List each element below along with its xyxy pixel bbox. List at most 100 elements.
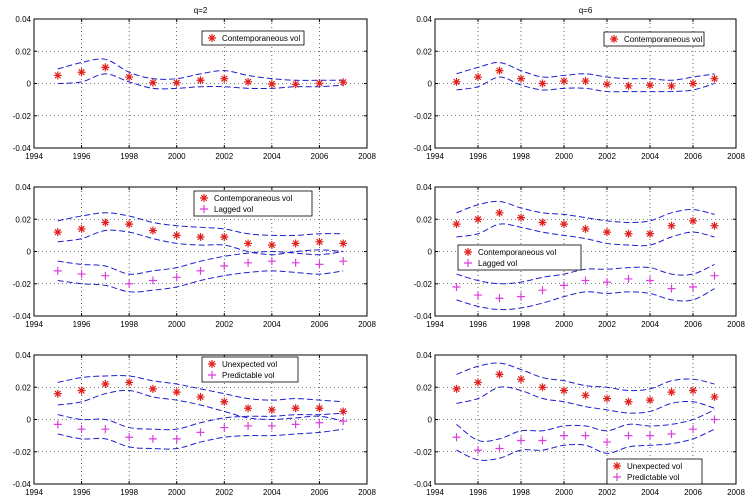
x-tick-label: 1996 — [469, 152, 487, 161]
confidence-band-upper — [57, 58, 344, 81]
legend-star-icon — [613, 462, 621, 470]
chart-panel-6: 1994 1996 1998 2000 2002 2004 2006 2008 -0.04 -0.… — [414, 351, 746, 497]
data-point-plus — [101, 425, 110, 434]
data-point-plus — [517, 436, 525, 445]
data-point-star — [560, 77, 568, 86]
x-tick-label: 1998 — [512, 488, 530, 497]
y-tick-label: 0 — [27, 248, 32, 257]
data-point-plus — [339, 257, 348, 266]
data-point-plus — [101, 271, 110, 280]
confidence-band-upper — [57, 375, 344, 403]
data-point-star — [267, 241, 276, 250]
data-point-star — [315, 404, 324, 413]
data-point-plus — [172, 273, 181, 282]
x-tick-label: 1994 — [426, 152, 444, 161]
x-tick-label: 2006 — [684, 152, 702, 161]
chart-panel-4: 1994 1996 1998 2000 2002 2004 2006 2008 -0.04 -0.… — [414, 183, 746, 329]
data-point-star — [125, 73, 134, 82]
data-point-star — [291, 404, 300, 413]
legend: Contemporaneous vol Lagged vol — [193, 190, 313, 217]
data-point-star — [624, 229, 633, 238]
x-tick-label: 2008 — [727, 320, 745, 329]
data-point-plus — [646, 276, 654, 285]
y-tick-label: -0.04 — [13, 312, 32, 321]
x-tick-label: 2006 — [311, 320, 329, 329]
y-tick-label: 0.04 — [416, 15, 432, 24]
chart-panel-3: 1994 1996 1998 2000 2002 2004 2006 2008 -0.04 -0.… — [13, 183, 377, 329]
data-point-plus — [125, 279, 134, 288]
data-point-star — [267, 405, 276, 414]
x-tick-label: 1996 — [73, 152, 91, 161]
data-point-plus — [452, 433, 461, 442]
confidence-band-upper — [57, 212, 344, 237]
data-point-plus — [689, 425, 697, 434]
data-point-star — [538, 79, 547, 88]
data-point-plus — [710, 415, 719, 424]
confidence-band-upper — [456, 362, 715, 392]
x-tick-label: 2004 — [641, 320, 659, 329]
x-tick-label: 2000 — [555, 320, 573, 329]
data-point-star — [452, 220, 461, 229]
data-point-plus — [624, 274, 633, 283]
data-point-star — [603, 228, 611, 237]
data-point-star — [710, 221, 719, 230]
y-tick-label: 0.04 — [15, 183, 31, 192]
x-tick-label: 1998 — [512, 152, 530, 161]
data-point-star — [517, 74, 525, 83]
data-point-star — [452, 384, 461, 393]
legend-label: Unexpected vol — [222, 360, 277, 369]
y-tick-label: -0.04 — [414, 144, 433, 153]
confidence-band-lower — [57, 229, 344, 256]
data-point-star — [581, 77, 590, 86]
y-tick-label: 0 — [27, 80, 32, 89]
data-point-star — [689, 216, 697, 225]
data-point-plus — [148, 434, 157, 443]
data-point-star — [148, 226, 157, 235]
data-point-star — [125, 220, 134, 229]
legend-label: Contemporaneous vol — [214, 194, 292, 203]
data-point-star — [125, 378, 134, 387]
data-point-plus — [603, 278, 611, 287]
data-point-plus — [474, 446, 482, 455]
y-tick-label: -0.04 — [13, 144, 32, 153]
data-point-star — [220, 232, 229, 241]
legend-star-icon — [200, 194, 208, 202]
x-tick-label: 2000 — [168, 488, 186, 497]
data-point-star — [101, 218, 110, 227]
y-tick-label: 0.02 — [15, 215, 31, 224]
confidence-band-lower — [57, 389, 344, 422]
data-point-plus — [53, 420, 62, 429]
confidence-band-upper — [456, 200, 715, 223]
y-tick-label: 0.04 — [416, 183, 432, 192]
data-point-plus — [560, 431, 568, 440]
x-tick-label: 2006 — [311, 488, 329, 497]
y-tick-label: 0.02 — [416, 47, 432, 56]
confidence-band-lower — [57, 270, 344, 293]
x-tick-label: 1998 — [120, 488, 138, 497]
legend: Unexpected vol Predictable vol — [606, 458, 703, 485]
data-point-star — [689, 386, 697, 395]
chart-panel-2: q=6 1994 1996 1998 2000 2002 2004 2006 2008 -0.04… — [414, 6, 746, 161]
data-point-star — [339, 407, 348, 416]
legend-label: Predictable vol — [627, 473, 680, 482]
x-tick-label: 2004 — [641, 152, 659, 161]
data-point-star — [196, 392, 205, 401]
x-tick-label: 1994 — [426, 320, 444, 329]
legend-plus-icon — [208, 371, 216, 379]
x-tick-label: 2004 — [641, 488, 659, 497]
legend-box — [606, 458, 703, 485]
legend-label: Predictable vol — [222, 371, 275, 380]
confidence-band-upper — [456, 263, 715, 285]
legend: Contemporaneous vol — [603, 31, 705, 47]
data-point-star — [77, 68, 86, 77]
confidence-band-lower — [57, 73, 344, 90]
data-point-star — [603, 394, 611, 403]
data-point-plus — [517, 292, 525, 301]
data-point-star — [244, 404, 253, 413]
x-tick-label: 2000 — [168, 152, 186, 161]
data-point-star — [646, 81, 654, 90]
chart-panel-5: 1994 1996 1998 2000 2002 2004 2006 2008 -0.04 -0.… — [13, 351, 377, 497]
data-point-star — [267, 79, 276, 88]
data-point-star — [495, 370, 504, 379]
data-point-star — [339, 78, 348, 87]
